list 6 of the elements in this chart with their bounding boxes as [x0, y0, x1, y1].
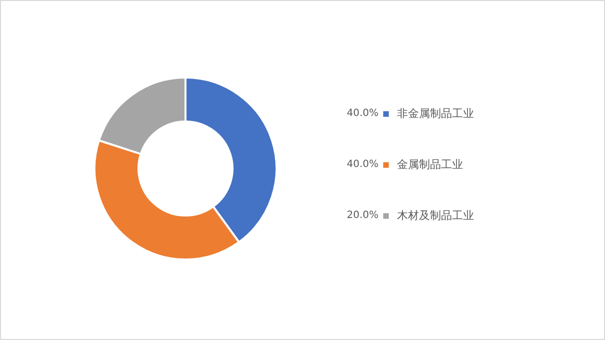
data-label: 40.0% — [346, 159, 379, 170]
legend-label: 木材及制品工业 — [397, 208, 474, 224]
legend-label: 金属制品工业 — [397, 156, 463, 172]
data-label: 20.0% — [346, 210, 379, 221]
legend-label: 非金属制品工业 — [397, 106, 474, 122]
data-label: 40.0% — [346, 108, 379, 119]
